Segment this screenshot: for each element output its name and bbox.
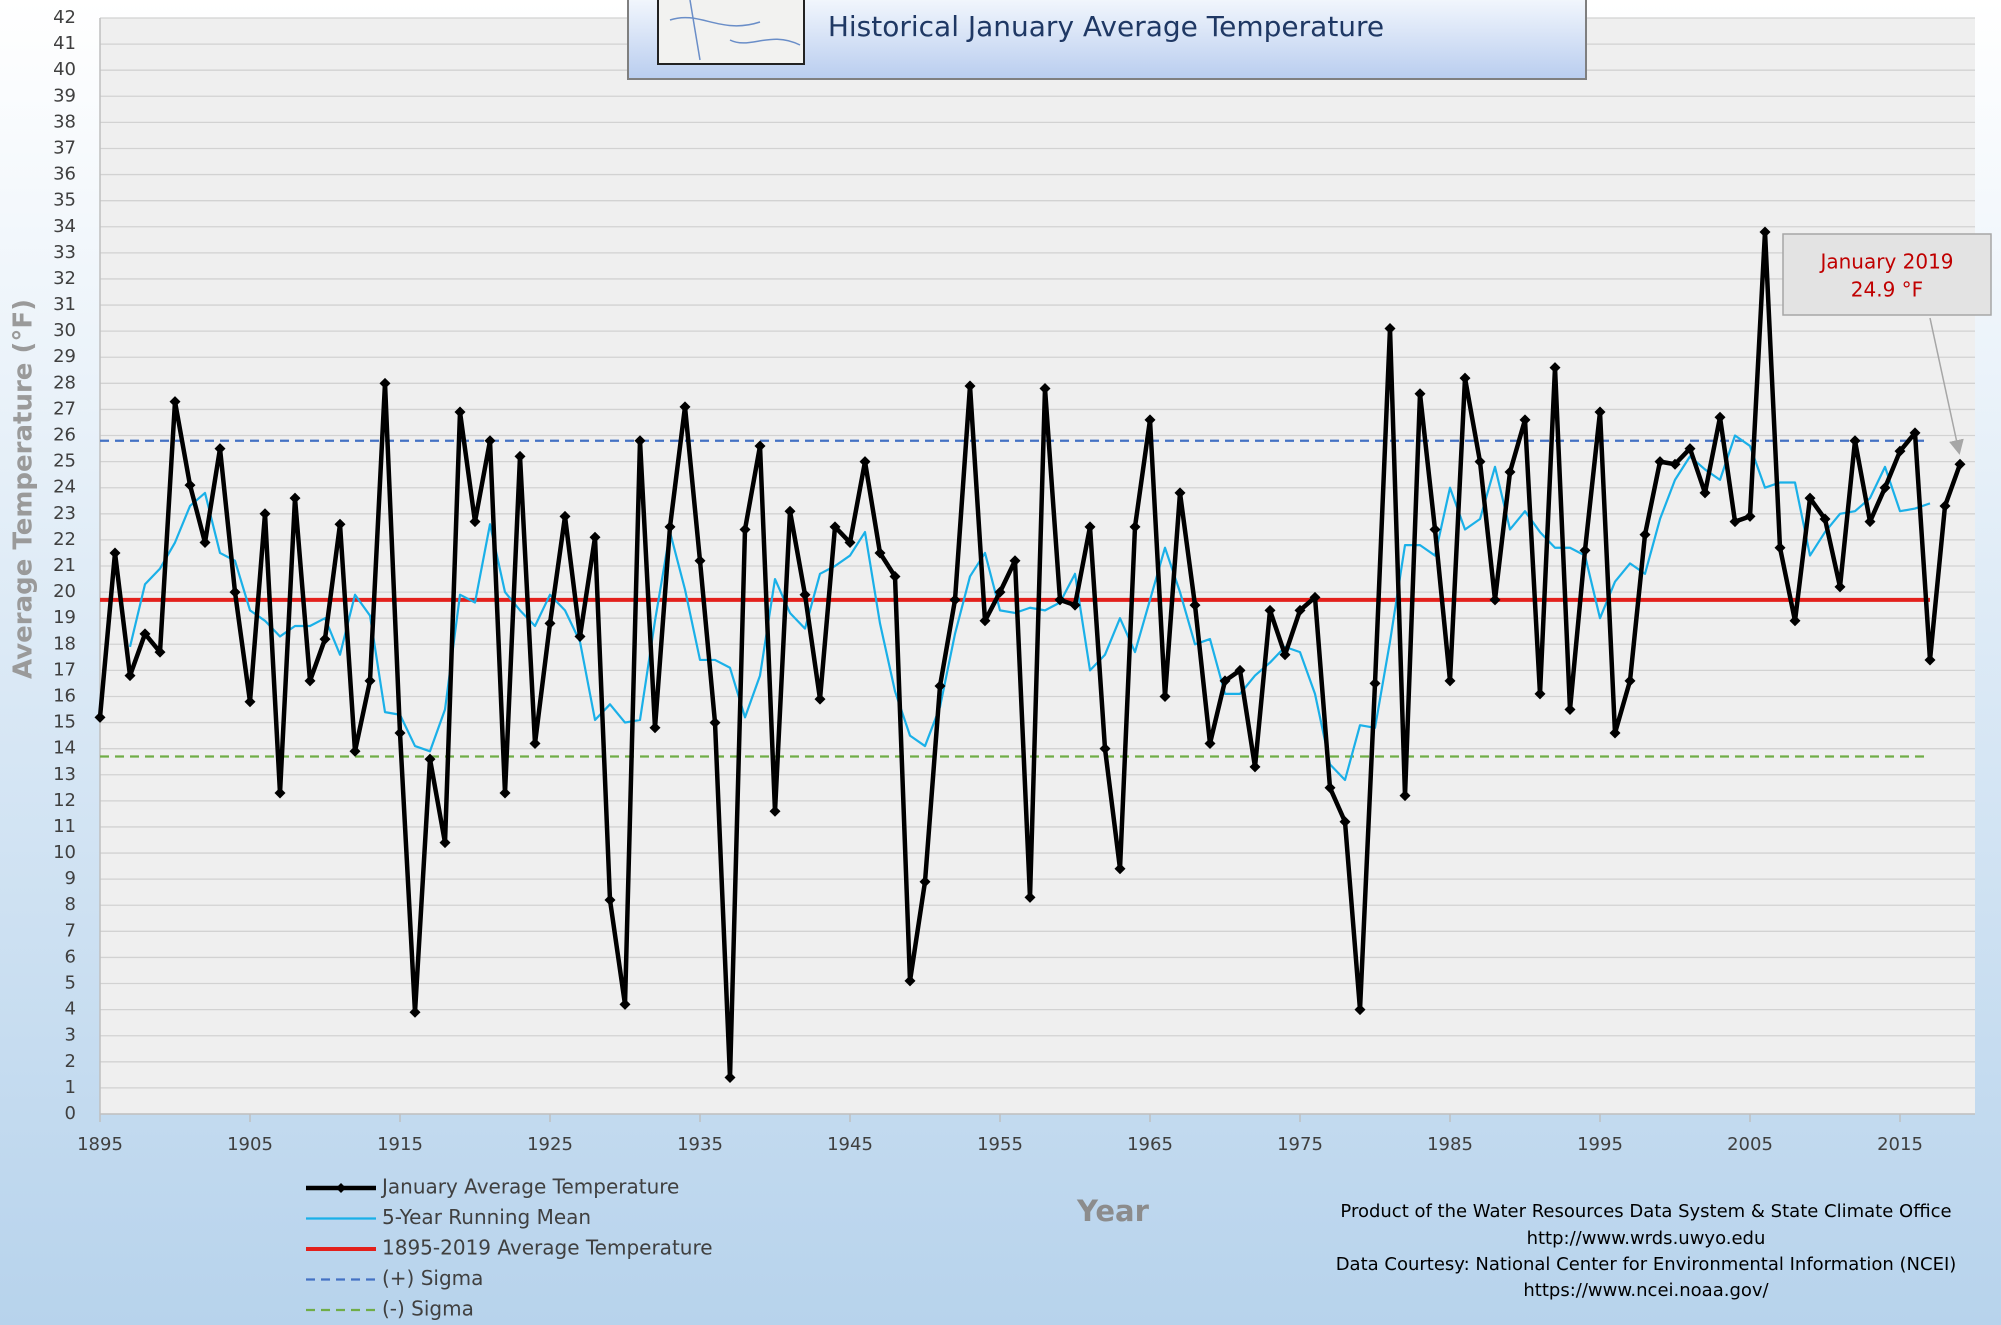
x-tick-label: 1985: [1427, 1134, 1473, 1155]
y-tick-label: 13: [53, 764, 76, 785]
x-tick-label: 1935: [677, 1134, 723, 1155]
legend-label: (-) Sigma: [382, 1297, 474, 1321]
annotation-text: January 2019: [1818, 250, 1953, 274]
y-tick-label: 17: [53, 659, 76, 680]
y-tick-label: 15: [53, 712, 76, 733]
legend-label: 1895-2019 Average Temperature: [382, 1236, 713, 1260]
x-axis-label: Year: [1076, 1194, 1150, 1228]
credit-text: https://www.ncei.noaa.gov/: [1523, 1280, 1769, 1301]
legend-label: January Average Temperature: [380, 1175, 679, 1199]
y-tick-label: 8: [65, 894, 76, 915]
y-axis-label: Average Temperature (°F): [9, 299, 39, 679]
credit-text: Product of the Water Resources Data Syst…: [1340, 1201, 1951, 1222]
y-tick-label: 27: [53, 398, 76, 419]
y-tick-label: 4: [65, 999, 76, 1020]
y-tick-label: 16: [53, 685, 76, 706]
x-tick-label: 1915: [377, 1134, 423, 1155]
y-tick-label: 20: [53, 581, 76, 602]
y-tick-label: 37: [53, 137, 76, 158]
y-tick-label: 19: [53, 607, 76, 628]
credit-text: Data Courtesy: National Center for Envir…: [1336, 1254, 1957, 1275]
x-tick-label: 1975: [1277, 1134, 1323, 1155]
legend-label: 5-Year Running Mean: [382, 1205, 591, 1229]
y-tick-label: 7: [65, 920, 76, 941]
x-tick-label: 1955: [977, 1134, 1023, 1155]
page: 0123456789101112131415161718192021222324…: [0, 0, 2001, 1325]
y-tick-label: 40: [53, 59, 76, 80]
y-tick-label: 38: [53, 111, 76, 132]
y-tick-label: 10: [53, 842, 76, 863]
y-tick-label: 30: [53, 320, 76, 341]
y-tick-label: 42: [53, 7, 76, 28]
y-tick-label: 0: [65, 1103, 76, 1124]
y-tick-label: 34: [53, 216, 76, 237]
x-tick-label: 2005: [1727, 1134, 1773, 1155]
x-tick-label: 1965: [1127, 1134, 1173, 1155]
credit-text: http://www.wrds.uwyo.edu: [1527, 1228, 1766, 1249]
x-tick-label: 2015: [1877, 1134, 1923, 1155]
y-tick-label: 33: [53, 242, 76, 263]
y-tick-label: 22: [53, 529, 76, 550]
y-tick-label: 31: [53, 294, 76, 315]
x-tick-label: 1895: [77, 1134, 123, 1155]
y-tick-label: 41: [53, 33, 76, 54]
chart-subtitle: Historical January Average Temperature: [828, 10, 1384, 43]
y-tick-label: 12: [53, 790, 76, 811]
y-tick-label: 11: [53, 816, 76, 837]
y-tick-label: 28: [53, 372, 76, 393]
y-tick-label: 5: [65, 973, 76, 994]
y-tick-label: 29: [53, 346, 76, 367]
x-tick-label: 1995: [1577, 1134, 1623, 1155]
legend-label: (+) Sigma: [382, 1266, 483, 1290]
annotation-text: 24.9 °F: [1851, 278, 1923, 302]
y-tick-label: 3: [65, 1025, 76, 1046]
y-tick-label: 18: [53, 633, 76, 654]
y-tick-label: 35: [53, 190, 76, 211]
y-tick-label: 6: [65, 946, 76, 967]
x-tick-label: 1905: [227, 1134, 273, 1155]
y-tick-label: 26: [53, 425, 76, 446]
y-tick-label: 1: [65, 1077, 76, 1098]
y-tick-label: 36: [53, 164, 76, 185]
y-tick-label: 24: [53, 477, 76, 498]
annotation-box: [1783, 234, 1991, 315]
y-tick-label: 21: [53, 555, 76, 576]
x-tick-label: 1925: [527, 1134, 573, 1155]
y-tick-label: 2: [65, 1051, 76, 1072]
map-thumbnail: [658, 0, 804, 64]
y-tick-label: 25: [53, 451, 76, 472]
chart: 0123456789101112131415161718192021222324…: [0, 0, 2001, 1325]
y-tick-label: 9: [65, 868, 76, 889]
y-tick-label: 14: [53, 738, 76, 759]
x-tick-label: 1945: [827, 1134, 873, 1155]
y-tick-label: 39: [53, 85, 76, 106]
y-tick-label: 32: [53, 268, 76, 289]
y-tick-label: 23: [53, 503, 76, 524]
